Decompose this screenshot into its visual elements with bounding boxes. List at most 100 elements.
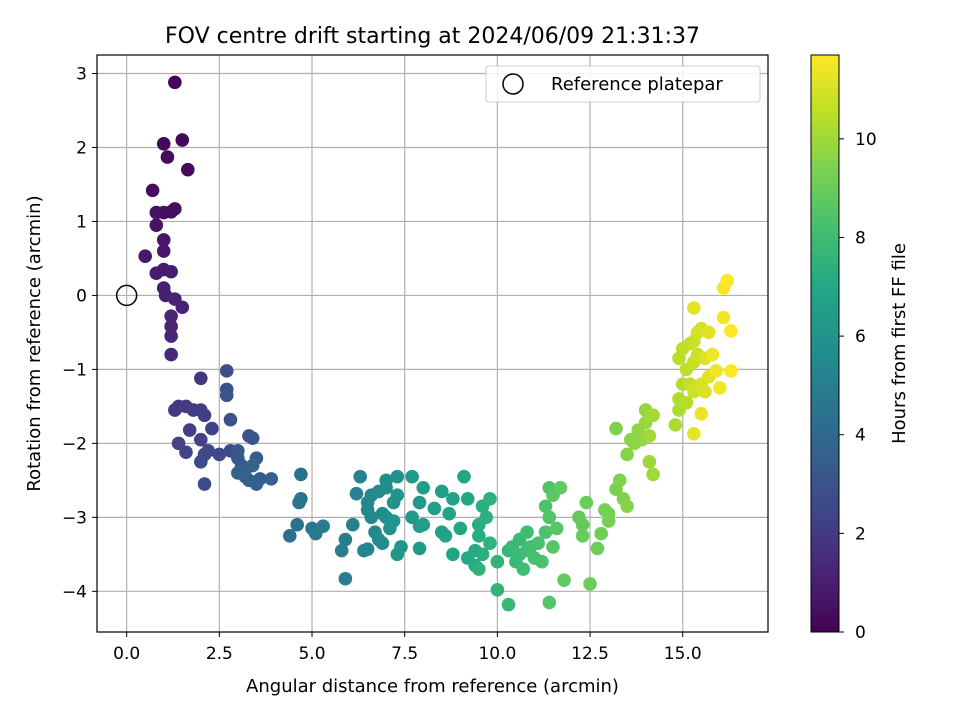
data-point: [694, 406, 709, 421]
y-tick-label: 2: [76, 138, 87, 158]
data-point: [483, 536, 497, 551]
data-point: [724, 364, 738, 378]
data-point: [316, 519, 330, 534]
data-point: [160, 150, 175, 164]
data-point: [490, 554, 505, 569]
colorbar-tick-label: 6: [855, 327, 866, 347]
colorbar-tick-label: 0: [855, 623, 866, 643]
data-point: [546, 540, 560, 554]
data-point: [334, 543, 349, 558]
data-point: [609, 421, 623, 436]
data-point: [164, 319, 178, 334]
data-point: [349, 486, 364, 501]
data-point: [156, 233, 171, 247]
data-point: [479, 510, 494, 525]
data-point: [520, 525, 534, 539]
data-point: [245, 458, 260, 473]
data-point: [668, 418, 683, 432]
data-point: [175, 300, 190, 315]
data-point: [620, 499, 634, 514]
reference-platepar-marker: [115, 284, 138, 307]
x-tick-label: 2.5: [206, 644, 233, 664]
data-point: [194, 432, 208, 447]
data-point: [145, 183, 160, 198]
data-point: [483, 492, 497, 506]
data-point: [557, 573, 571, 588]
data-point: [164, 347, 178, 362]
data-point: [698, 384, 712, 399]
data-point: [282, 529, 297, 543]
data-point: [701, 325, 716, 340]
data-point: [472, 529, 486, 543]
x-axis-ticks: 0.0 2.5 5.0 7.5 10.0 12.5 15.0: [113, 632, 702, 664]
data-point: [720, 273, 735, 288]
data-point: [156, 244, 171, 258]
legend-marker-icon: [502, 73, 524, 95]
data-point: [219, 388, 234, 403]
data-point: [538, 499, 553, 514]
y-tick-label: 0: [76, 286, 87, 306]
data-point: [579, 495, 594, 510]
data-point: [386, 514, 401, 528]
data-point: [264, 472, 279, 486]
data-point: [442, 506, 456, 521]
data-point: [687, 426, 701, 441]
x-tick-label: 7.5: [391, 644, 418, 664]
data-point: [457, 469, 471, 484]
x-tick-label: 15.0: [664, 644, 702, 664]
data-point: [197, 408, 212, 423]
data-point: [390, 488, 405, 502]
data-point: [542, 510, 557, 525]
legend-box: [485, 65, 761, 103]
data-point: [542, 595, 557, 610]
data-point: [194, 455, 208, 469]
data-point: [538, 525, 553, 539]
data-point: [375, 536, 390, 551]
data-point: [594, 526, 608, 541]
data-point: [164, 329, 178, 343]
data-point: [438, 529, 453, 543]
data-point: [709, 364, 723, 378]
data-point: [601, 514, 616, 528]
y-tick-label: −3: [62, 508, 87, 528]
data-point: [646, 408, 660, 423]
data-point: [290, 517, 304, 532]
data-point: [405, 469, 419, 484]
data-point: [345, 517, 360, 532]
legend: Reference platepar: [485, 65, 761, 103]
data-point: [501, 597, 516, 612]
data-point: [197, 477, 212, 491]
data-point: [575, 517, 590, 532]
data-point: [583, 577, 597, 591]
y-tick-label: −1: [62, 360, 87, 380]
data-point: [182, 423, 197, 437]
data-point: [446, 492, 460, 506]
data-point: [427, 501, 442, 516]
data-point: [412, 495, 427, 510]
reference-marker: [115, 284, 138, 307]
data-point: [416, 480, 431, 495]
y-axis-label: Rotation from reference (arcmin): [24, 195, 45, 491]
colorbar-tick-label: 2: [855, 524, 866, 544]
data-point: [716, 310, 731, 325]
y-tick-label: −2: [62, 434, 87, 454]
data-point: [453, 521, 468, 536]
data-point: [149, 266, 164, 281]
data-point: [223, 412, 238, 427]
colorbar-ticks: 0 2 4 6 8 10: [839, 130, 877, 643]
data-points: [138, 75, 738, 612]
data-point: [390, 547, 405, 562]
colorbar-tick-label: 8: [855, 228, 866, 248]
data-point: [294, 467, 308, 482]
data-point: [620, 447, 634, 462]
data-point: [238, 469, 253, 484]
y-tick-label: 3: [76, 64, 87, 84]
data-point: [294, 492, 308, 506]
x-axis-label: Angular distance from reference (arcmin): [246, 676, 619, 697]
data-point: [535, 554, 549, 569]
data-point: [175, 133, 190, 147]
data-point: [724, 324, 738, 338]
data-point: [205, 421, 219, 436]
data-point: [364, 510, 379, 525]
